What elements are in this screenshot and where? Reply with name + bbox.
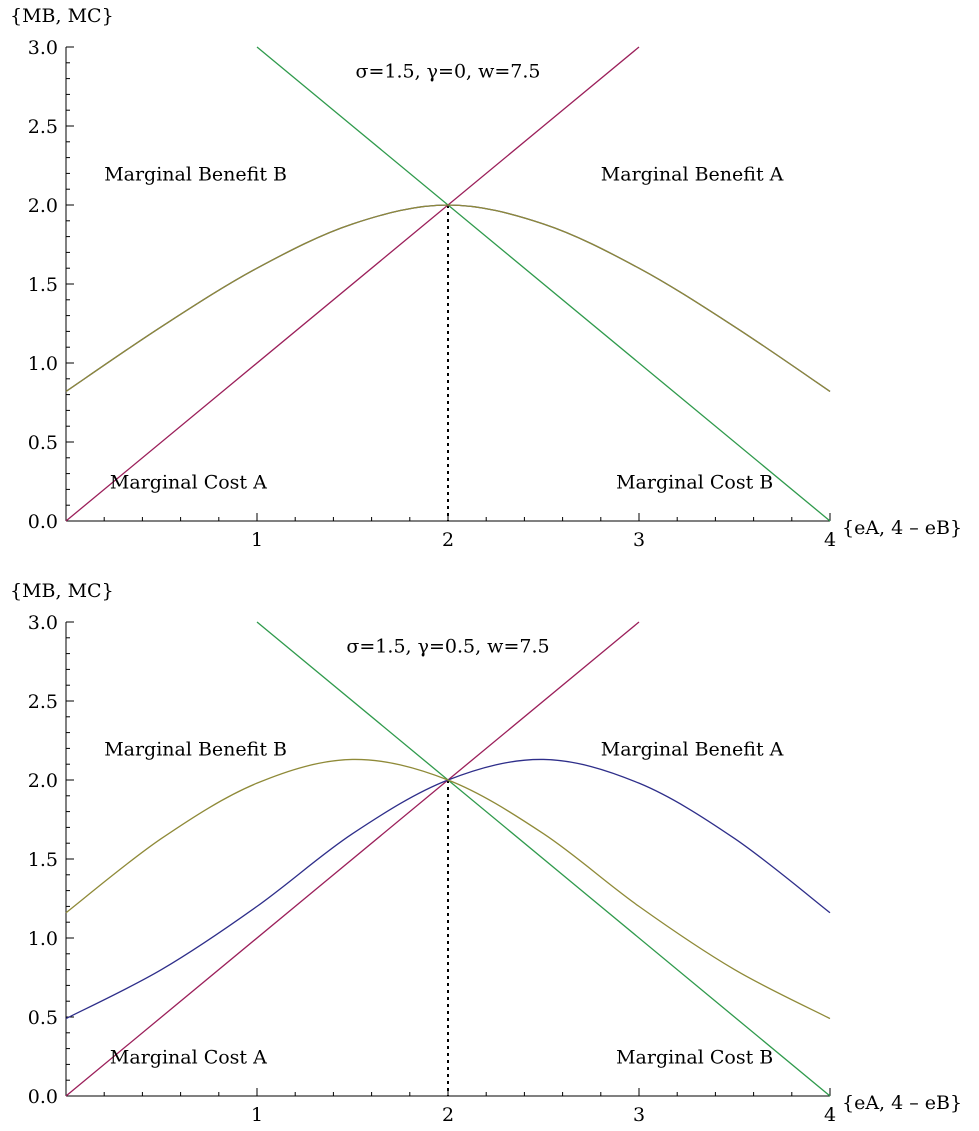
series-mb-b-line [65,204,831,392]
series-mc-a-line [65,46,640,522]
y-tick-label: 1.0 [28,928,58,950]
y-tick-label: 2.0 [28,195,58,217]
y-tick-label: 1.0 [28,353,58,375]
y-tick-label: 1.5 [28,274,58,296]
x-tick-label: 2 [442,529,454,551]
x-tick-label: 1 [251,1104,263,1126]
y-tick-label: 1.5 [28,849,58,871]
label-marginal-cost-b: Marginal Cost B [616,472,773,494]
series-mb-b-line [65,758,831,1020]
x-tick-label: 3 [633,529,645,551]
x-axis-label: {eA, 4 – eB} [842,1092,962,1114]
label-marginal-cost-a: Marginal Cost A [110,472,267,494]
y-tick-label: 2.5 [28,691,58,713]
x-tick-label: 4 [824,529,836,551]
y-tick-label: 2.0 [28,770,58,792]
x-tick-label: 3 [633,1104,645,1126]
x-tick-label: 2 [442,1104,454,1126]
y-tick-label: 0.5 [28,1007,58,1029]
y-axis-label: {MB, MC} [10,580,114,602]
label-marginal-benefit-a: Marginal Benefit A [601,738,784,760]
chart-panel-top: 1 2 3 4 0.0 0.5 1.0 1.5 2.0 2.5 3.0 {MB, MC} {eA, 4 … [10,5,962,551]
series-mb-a-line [65,758,831,1020]
label-marginal-cost-a: Marginal Cost A [110,1047,267,1069]
y-tick-label: 2.5 [28,116,58,138]
y-tick-label: 0.0 [28,511,58,533]
y-tick-label: 0.0 [28,1086,58,1108]
chart-panel-bottom: 1 2 3 4 0.0 0.5 1.0 1.5 2.0 2.5 3.0 {MB, MC} {eA, 4 … [10,580,962,1126]
parameter-annotation: σ=1.5, γ=0, w=7.5 [355,61,540,83]
series-mc-a-line [65,621,640,1097]
y-tick-label: 0.5 [28,432,58,454]
y-axis-label: {MB, MC} [10,5,114,27]
x-axis-label: {eA, 4 – eB} [842,517,962,539]
label-marginal-benefit-a: Marginal Benefit A [601,163,784,185]
x-tick-label: 1 [251,529,263,551]
series-mc-b-line [256,621,831,1097]
series-mc-b-line [256,46,831,522]
x-tick-label: 4 [824,1104,836,1126]
label-marginal-cost-b: Marginal Cost B [616,1047,773,1069]
y-tick-label: 3.0 [28,612,58,634]
label-marginal-benefit-b: Marginal Benefit B [104,163,287,185]
parameter-annotation: σ=1.5, γ=0.5, w=7.5 [346,636,549,658]
label-marginal-benefit-b: Marginal Benefit B [104,738,287,760]
y-tick-label: 3.0 [28,37,58,59]
